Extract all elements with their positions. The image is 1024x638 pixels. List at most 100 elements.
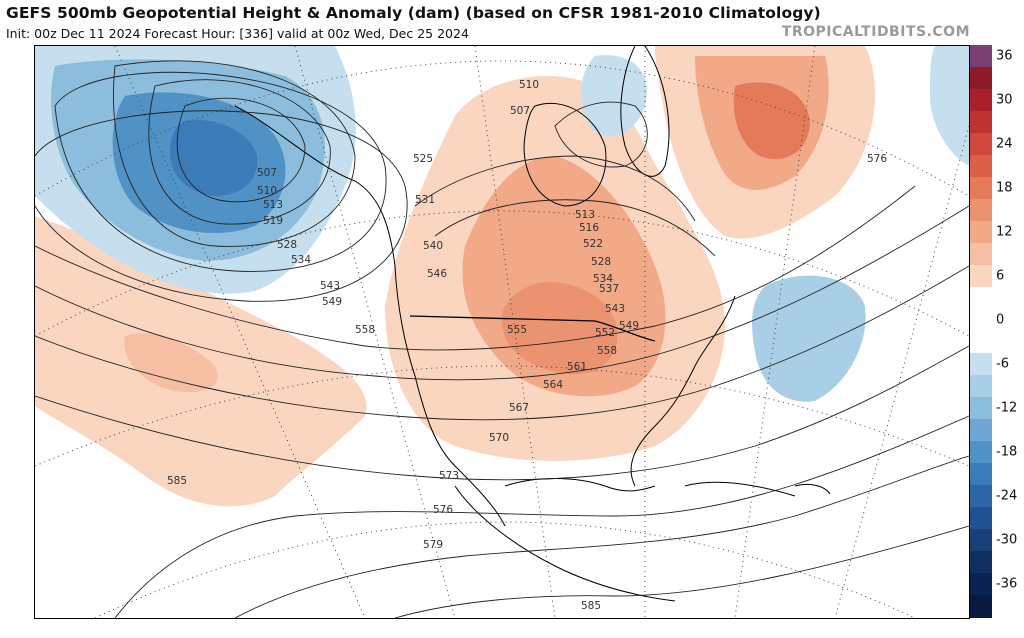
contour-label: 561 xyxy=(567,361,587,373)
goa-negative-anomaly-core xyxy=(170,120,258,196)
colorbar-swatch xyxy=(970,309,992,332)
hudson-bay xyxy=(523,102,607,207)
colorbar-tick-label: 18 xyxy=(996,180,1013,196)
contour-label: 558 xyxy=(355,324,375,336)
colorbar-tick-label: -18 xyxy=(996,444,1018,460)
colorbar-swatch xyxy=(970,507,992,530)
colorbar-tick-label: -12 xyxy=(996,400,1018,416)
contour-label: 528 xyxy=(591,256,611,268)
contour-label: 537 xyxy=(599,283,619,295)
colorbar-swatch xyxy=(970,485,992,508)
colorbar-swatch xyxy=(970,133,992,156)
map-svg: 507 510 513 519 528 534 543 549 558 525 … xyxy=(35,46,969,618)
colorbar-tick-label: 6 xyxy=(996,268,1005,284)
contour-label: 540 xyxy=(423,240,443,252)
atlantic-negative-anomaly xyxy=(752,275,866,402)
north-america-west-coast xyxy=(234,105,506,527)
contour-label: 522 xyxy=(583,238,603,250)
contour-label: 510 xyxy=(257,185,277,197)
contour-label: 567 xyxy=(509,402,529,414)
colorbar-tick-label: -6 xyxy=(996,356,1009,372)
colorbar-swatch xyxy=(970,375,992,398)
colorbar: 36 30 24 18 12 6 0 -6 -12 -18 -24 -30 -36 xyxy=(970,45,1024,618)
us-canada-border xyxy=(409,315,656,342)
colorbar-tick-label: 36 xyxy=(996,48,1013,64)
contour-label: 525 xyxy=(413,153,433,165)
colorbar-tick-label: -24 xyxy=(996,488,1018,504)
contour-label: 513 xyxy=(263,199,283,211)
colorbar-swatch xyxy=(970,463,992,486)
watermark: TROPICALTIDBITS.COM xyxy=(781,24,970,40)
colorbar-swatch xyxy=(970,243,992,266)
colorbar-swatch xyxy=(970,419,992,442)
colorbar-swatch xyxy=(970,111,992,134)
colorbar-swatch xyxy=(970,89,992,112)
na-positive-anomaly-strong xyxy=(501,282,618,375)
contour-label: 519 xyxy=(263,215,283,227)
colorbar-swatch xyxy=(970,595,992,618)
weather-map: 507 510 513 519 528 534 543 549 558 525 … xyxy=(34,45,970,619)
contour-label: 564 xyxy=(543,379,563,391)
northeast-negative-anomaly xyxy=(930,46,969,166)
contour-label: 534 xyxy=(291,254,311,266)
contour-label: 546 xyxy=(427,268,447,280)
contour-label: 549 xyxy=(322,296,342,308)
hudson-negative-anomaly xyxy=(580,55,647,137)
contour-label: 507 xyxy=(510,105,530,117)
colorbar-tick-label: -36 xyxy=(996,576,1018,592)
contour-label: 579 xyxy=(423,539,443,551)
colorbar-swatch xyxy=(970,441,992,464)
colorbar-swatch xyxy=(970,155,992,178)
colorbar-swatch xyxy=(970,331,992,354)
contour-label: 558 xyxy=(597,345,617,357)
gulf-coast xyxy=(504,478,656,492)
contour-label: 531 xyxy=(415,194,435,206)
pacific-positive-anomaly-core xyxy=(124,333,218,393)
colorbar-swatch xyxy=(970,529,992,552)
us-east-coast xyxy=(630,295,736,487)
colorbar-swatch xyxy=(970,199,992,222)
contour-label: 543 xyxy=(320,280,340,292)
cuba xyxy=(684,481,796,497)
map-subtitle: Init: 00z Dec 11 2024 Forecast Hour: [33… xyxy=(6,26,469,41)
colorbar-swatch xyxy=(970,265,992,288)
contour-label: 513 xyxy=(575,209,595,221)
contour-label: 585 xyxy=(167,475,187,487)
contour-label: 510 xyxy=(519,79,539,91)
colorbar-swatch xyxy=(970,67,992,90)
height-contours xyxy=(35,60,969,618)
colorbar-tick-label: 24 xyxy=(996,136,1013,152)
colorbar-tick-label: 30 xyxy=(996,92,1013,108)
colorbar-swatch xyxy=(970,551,992,574)
colorbar-tick-label: 12 xyxy=(996,224,1013,240)
contour-label: 528 xyxy=(277,239,297,251)
colorbar-swatch xyxy=(970,397,992,420)
map-title: GEFS 500mb Geopotential Height & Anomaly… xyxy=(6,4,821,22)
contour-label: 516 xyxy=(579,222,599,234)
anomaly-shading xyxy=(35,46,969,507)
colorbar-swatch xyxy=(970,45,992,68)
mexico-coast xyxy=(454,485,676,602)
colorbar-swatch xyxy=(970,573,992,596)
colorbar-tick-label: 0 xyxy=(996,312,1005,328)
contour-label: 552 xyxy=(595,327,615,339)
colorbar-swatch xyxy=(970,177,992,200)
colorbar-swatch xyxy=(970,287,992,310)
contour-label: 534 xyxy=(593,273,613,285)
contour-label: 573 xyxy=(439,470,459,482)
contour-label: 507 xyxy=(257,167,277,179)
atlantic-positive-anomaly-strong xyxy=(733,82,810,160)
contour-label: 570 xyxy=(489,432,509,444)
contour-labels: 507 510 513 519 528 534 543 549 558 525 … xyxy=(167,79,887,612)
contour-label: 576 xyxy=(433,504,453,516)
graticule xyxy=(35,46,969,618)
contour-label: 543 xyxy=(605,303,625,315)
contour-label: 576 xyxy=(867,153,887,165)
colorbar-swatch xyxy=(970,353,992,376)
contour-label: 549 xyxy=(619,320,639,332)
colorbar-swatch xyxy=(970,221,992,244)
colorbar-tick-label: -30 xyxy=(996,532,1018,548)
contour-label: 555 xyxy=(507,324,527,336)
hispaniola xyxy=(794,483,831,495)
contour-label: 585 xyxy=(581,600,601,612)
